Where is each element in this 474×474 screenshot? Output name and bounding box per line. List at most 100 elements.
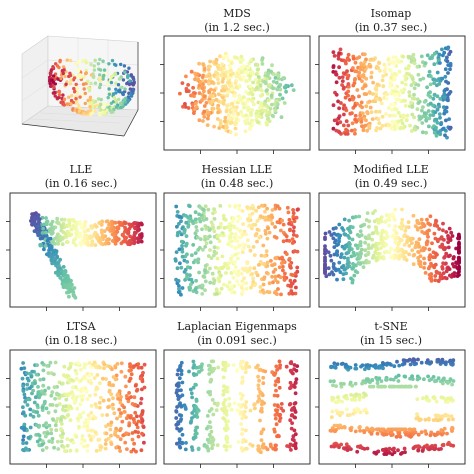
scatter-point <box>99 395 103 400</box>
scatter-point <box>65 240 70 244</box>
scatter-point <box>98 68 103 72</box>
scatter-point <box>73 108 77 112</box>
scatter-point <box>98 238 103 243</box>
scatter-point <box>273 416 278 421</box>
scatter-point <box>259 406 264 411</box>
scatter-point <box>50 225 55 229</box>
scatter-point <box>187 285 192 290</box>
scatter-point <box>32 216 37 220</box>
scatter-point <box>431 255 435 259</box>
scatter-point <box>290 291 295 296</box>
scatter-point <box>77 231 82 236</box>
scatter-point <box>107 223 111 227</box>
scatter-point <box>197 83 202 88</box>
scatter-point <box>341 277 346 282</box>
scatter-point <box>244 400 249 404</box>
scatter-point <box>251 122 255 127</box>
scatter-point <box>411 432 415 437</box>
scatter-point <box>222 384 226 389</box>
scatter-point <box>279 406 284 411</box>
scatter-point <box>284 234 289 239</box>
scatter-point <box>204 79 208 84</box>
scatter-point <box>206 207 211 212</box>
scatter-point <box>216 276 221 281</box>
scatter-point <box>260 203 264 208</box>
scatter-point <box>88 105 92 109</box>
scatter-point <box>81 58 86 63</box>
scatter-point <box>114 100 119 105</box>
scatter-point <box>123 374 128 379</box>
scatter-point <box>274 379 278 384</box>
scatter-point <box>419 217 424 222</box>
scatter-point <box>183 102 187 106</box>
scatter-point <box>422 111 427 115</box>
scatter-point <box>363 392 367 397</box>
scatter-point <box>444 118 448 123</box>
scatter-point <box>432 396 437 401</box>
scatter-point <box>416 448 421 453</box>
scatter-point <box>395 58 400 63</box>
scatter-point <box>244 79 249 83</box>
scatter-point <box>190 445 194 449</box>
scatter-point <box>124 384 128 389</box>
scatter-point <box>24 441 29 445</box>
scatter-point <box>399 226 404 231</box>
scatter-point <box>258 83 263 88</box>
scatter-point <box>281 264 285 269</box>
scatter-point <box>41 377 46 382</box>
scatter-point <box>397 69 402 74</box>
scatter-point <box>71 218 76 223</box>
scatter-point <box>433 110 438 115</box>
scatter-point <box>198 365 203 369</box>
scatter-point <box>178 261 182 266</box>
scatter-point <box>88 437 93 442</box>
scatter-point <box>123 70 127 74</box>
scatter-point <box>415 412 419 416</box>
scatter-point <box>201 63 206 67</box>
scatter-point <box>111 396 115 401</box>
scatter-point <box>61 445 66 449</box>
scatter-point <box>133 226 137 231</box>
scatter-point <box>140 431 144 436</box>
scatter-point <box>126 98 130 103</box>
scatter-point <box>224 271 228 275</box>
scatter-point <box>128 364 133 369</box>
scatter-point <box>240 69 245 73</box>
scatter-point <box>93 243 98 248</box>
scatter-point <box>274 80 279 85</box>
scatter-point <box>131 447 136 452</box>
scatter-point <box>246 238 250 243</box>
scatter-point <box>396 379 401 383</box>
scatter-point <box>71 385 75 390</box>
scatter-point <box>342 382 346 386</box>
scatter-point <box>441 126 446 131</box>
scatter-point <box>456 236 460 241</box>
scatter-point <box>104 377 108 381</box>
scatter-point <box>390 212 395 216</box>
scatter-point <box>224 448 229 452</box>
scatter-point <box>111 375 116 379</box>
scatter-point <box>218 67 223 72</box>
scatter-point <box>226 363 231 368</box>
scatter-point <box>200 86 205 91</box>
scatter-point <box>175 233 180 238</box>
scatter-point <box>179 360 184 365</box>
scatter-point <box>394 231 399 236</box>
scatter-point <box>194 278 199 283</box>
scatter-point <box>254 208 258 213</box>
scatter-point <box>37 217 42 222</box>
scatter-point <box>289 360 294 364</box>
scatter-point <box>47 423 52 428</box>
scatter-point <box>228 235 233 240</box>
scatter-point <box>176 279 181 283</box>
scatter-point <box>433 278 438 283</box>
scatter-point <box>354 69 359 74</box>
scatter-point <box>365 363 370 367</box>
scatter-point <box>273 371 278 376</box>
scatter-point <box>288 386 292 391</box>
scatter-point <box>28 371 32 376</box>
scatter-point <box>250 443 255 448</box>
scatter-point <box>267 110 272 115</box>
scatter-point <box>416 83 421 87</box>
scatter-point <box>225 436 230 440</box>
